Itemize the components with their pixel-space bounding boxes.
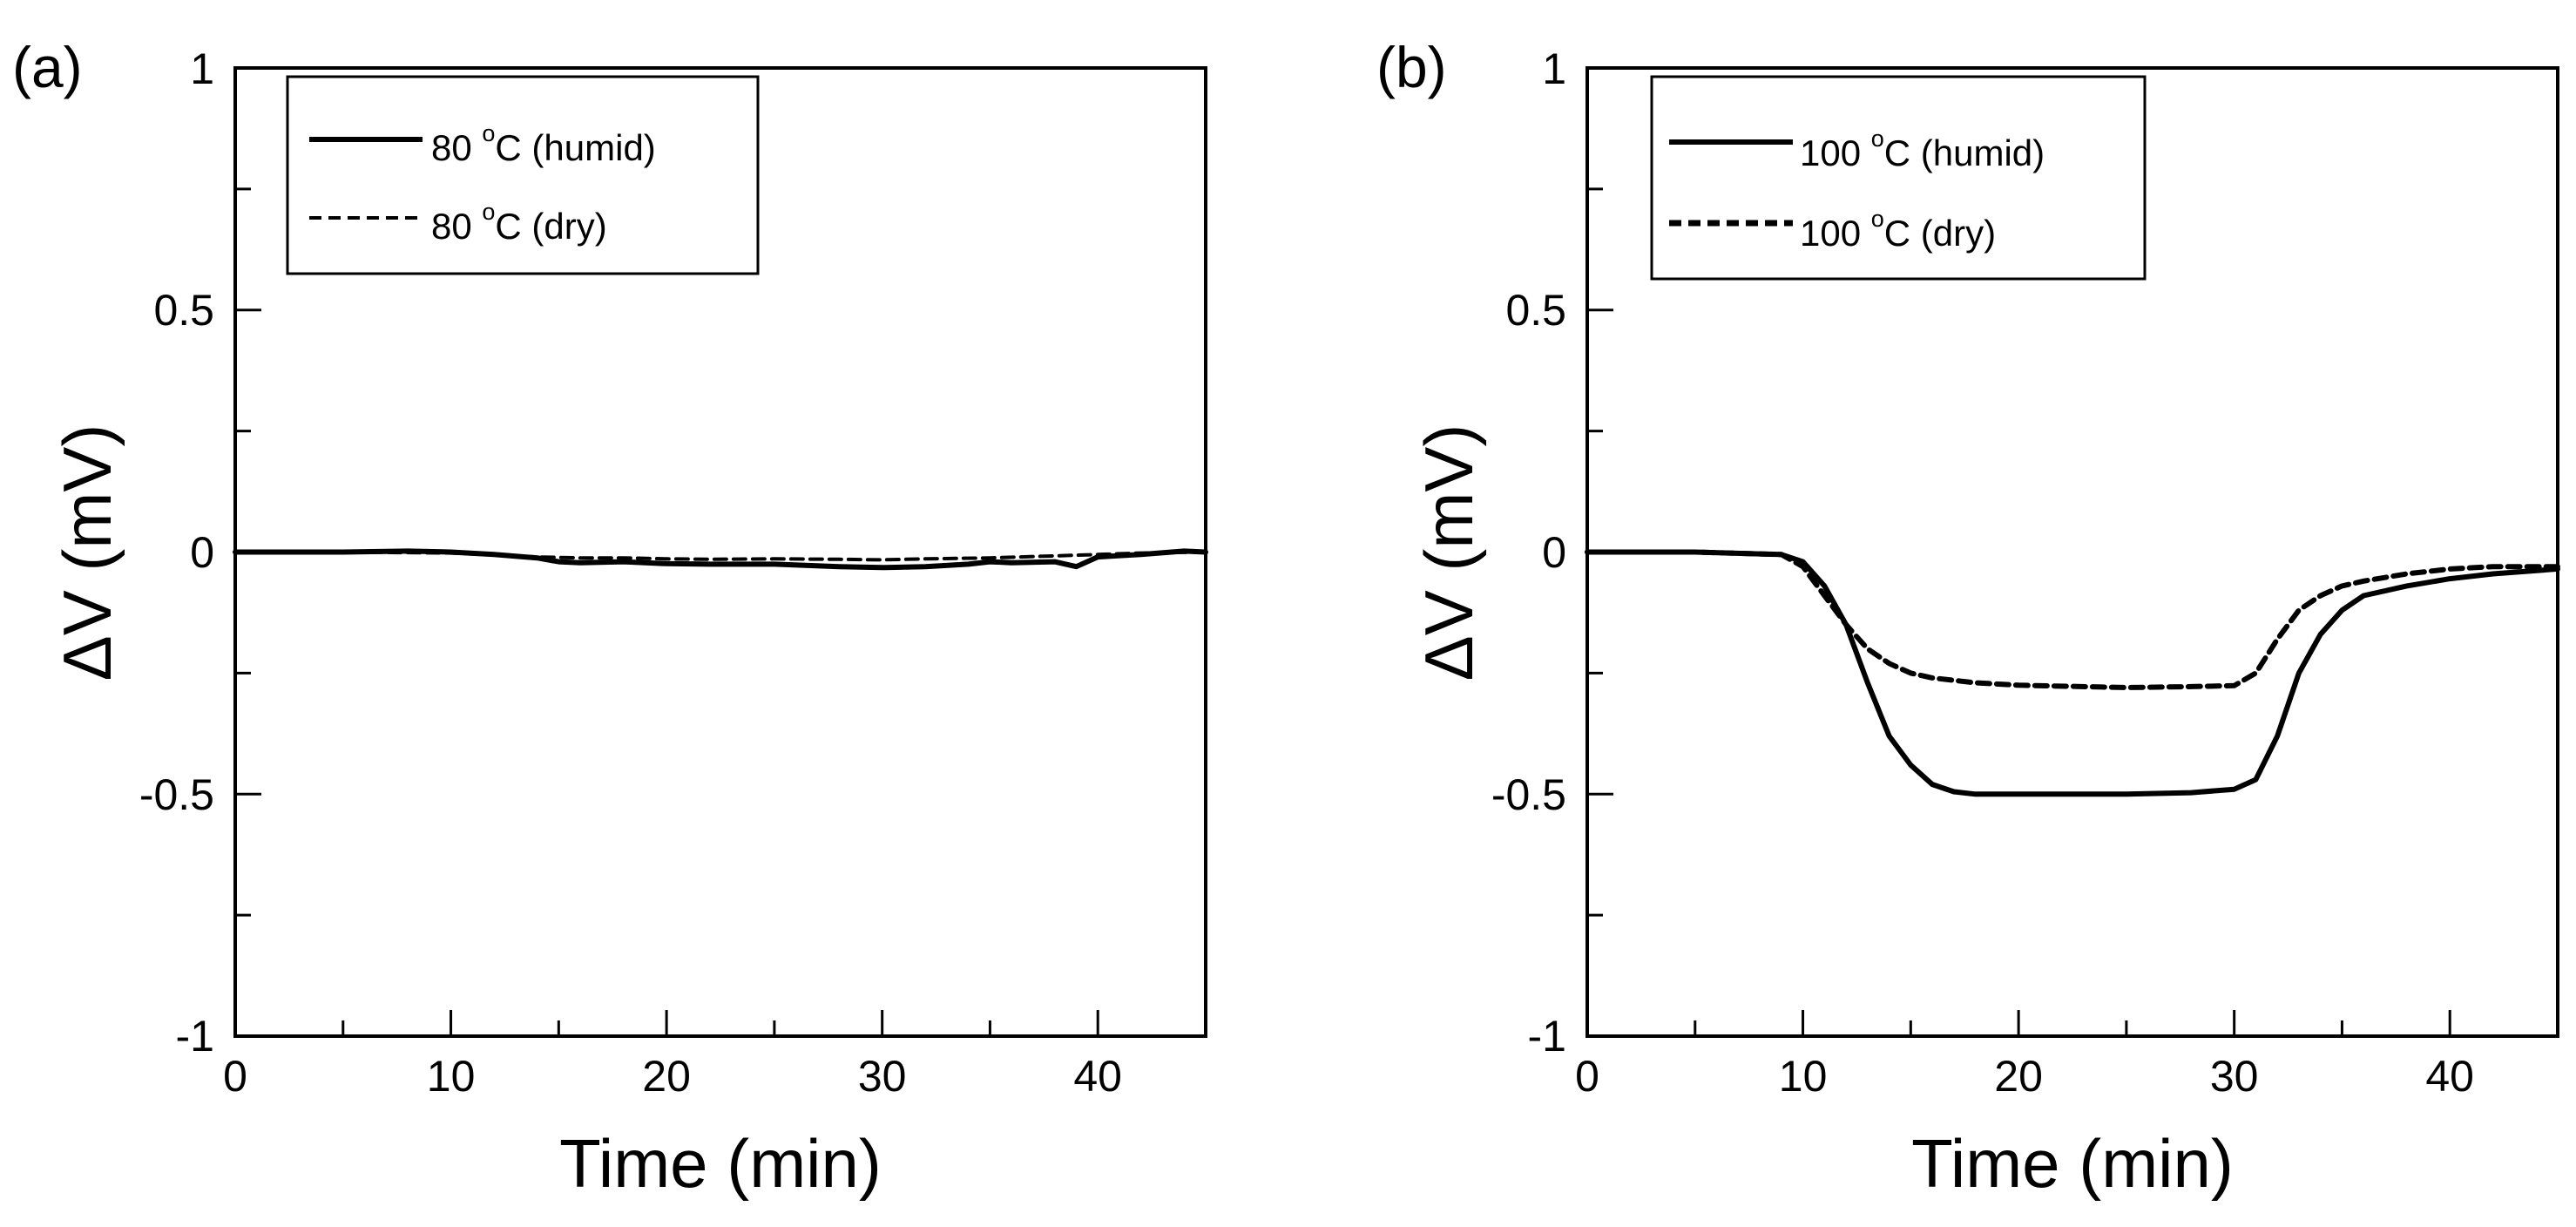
plot-b-legend-box: [1650, 75, 2147, 281]
plot-a-ytick-label-0: 0: [190, 528, 214, 577]
plot-b-ytick-label-0: 0: [1542, 528, 1566, 577]
plot-b-ytick-label-1: 1: [1542, 44, 1566, 93]
plot-b-ytick-label-minus-0.5: -0.5: [1491, 770, 1566, 819]
plot-a-ytick-label-minus-0.5: -0.5: [139, 770, 214, 819]
plot-b-series: [1585, 549, 2560, 797]
plot-b-ticks: [1585, 66, 2559, 1038]
plot-a-legend-entry-dry: 80 oC (dry): [431, 199, 607, 247]
plot-a-x-axis-label: Time (min): [559, 1125, 882, 1202]
plot-b-legend: 100 oC (humid) 100 oC (dry): [1650, 75, 2147, 281]
plot-b-series-humid-line: [1585, 549, 2560, 797]
plot-b-ytick-label-0.5: 0.5: [1505, 286, 1566, 335]
panel-a-label: (a): [12, 35, 83, 99]
plot-a-legend-entry-humid: 80 oC (humid): [431, 120, 656, 168]
plot-a-xtick-label-10: 10: [427, 1052, 476, 1101]
plot-b-xtick-label-10: 10: [1779, 1052, 1828, 1101]
plot-b-xtick-label-0: 0: [1575, 1052, 1599, 1101]
plot-a-series: [233, 548, 1208, 571]
plot-b-legend-entry-humid: 100 oC (humid): [1800, 125, 2045, 173]
plot-a-xtick-label-30: 30: [858, 1052, 907, 1101]
plot-a-legend: 80 oC (humid) 80 oC (dry): [286, 75, 760, 275]
plot-a-y-axis-label: ΔV (mV): [49, 424, 125, 681]
plot-a-legend-box: [286, 75, 760, 275]
plot-b-xtick-label-20: 20: [1994, 1052, 2043, 1101]
plot-b-series-dry-line: [1585, 549, 2560, 690]
plot-b-x-axis-label: Time (min): [1911, 1125, 2234, 1202]
panel-a: (a) 0 10 20 30 40 1 0.5 0 -0.5 -1 Time (…: [12, 35, 1208, 1202]
plot-a-xtick-label-20: 20: [642, 1052, 691, 1101]
plot-b-legend-entry-dry: 100 oC (dry): [1800, 206, 1996, 254]
plot-a-ytick-label-0.5: 0.5: [153, 286, 214, 335]
plot-a-xtick-label-40: 40: [1073, 1052, 1122, 1101]
panel-b: (b) 0 10 20 30 40 1 0.5 0 -0.5 -1 Time (…: [1376, 35, 2560, 1202]
plot-a-ticks: [233, 66, 1207, 1038]
plot-a-series-dry-line: [233, 550, 1207, 562]
plot-a-ytick-label-1: 1: [190, 44, 214, 93]
plot-a-ytick-label-minus-1: -1: [176, 1012, 214, 1061]
plot-a-xtick-label-0: 0: [223, 1052, 247, 1101]
plot-b-xtick-label-40: 40: [2425, 1052, 2474, 1101]
plot-b-y-axis-label: ΔV (mV): [1410, 424, 1487, 681]
plot-b-ytick-label-minus-1: -1: [1528, 1012, 1566, 1061]
panel-b-label: (b): [1376, 35, 1447, 99]
plot-b-xtick-label-30: 30: [2210, 1052, 2259, 1101]
